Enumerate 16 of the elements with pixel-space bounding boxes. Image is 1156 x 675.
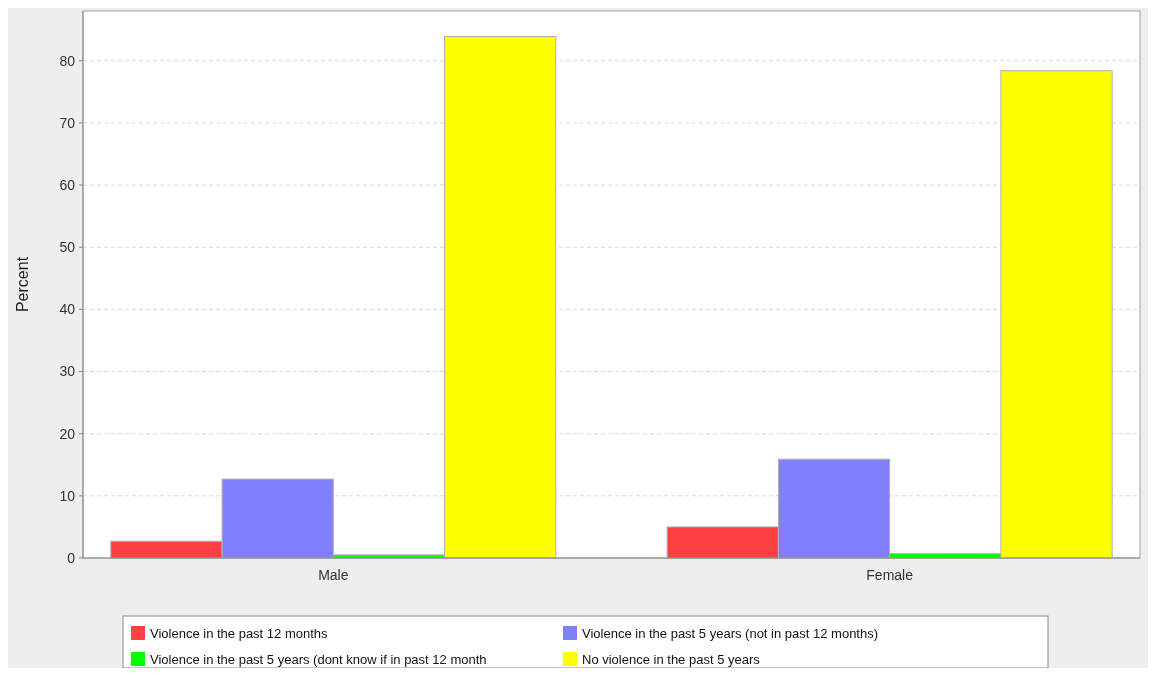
y-tick-label: 30 (59, 363, 76, 380)
y-tick-label: 60 (59, 176, 76, 193)
y-tick-label: 10 (59, 487, 76, 504)
x-tick-label: Female (866, 567, 914, 583)
y-tick-label: 50 (59, 239, 76, 256)
legend-label: Violence in the past 5 years (dont know if in past 12 month (150, 651, 487, 667)
x-tick-label: Male (318, 567, 349, 583)
y-tick-label: 20 (59, 425, 76, 442)
legend-label: No violence in the past 5 years (582, 651, 761, 667)
legend-label: Violence in the past 12 months (150, 625, 329, 641)
y-tick-label: 40 (59, 301, 76, 318)
legend-label: Violence in the past 5 years (not in past 12 months) (582, 625, 879, 641)
y-axis-title: Percent (14, 256, 31, 313)
y-tick-label: 70 (59, 114, 76, 131)
y-tick-label: 0 (67, 549, 76, 566)
y-tick-label: 80 (59, 52, 76, 69)
